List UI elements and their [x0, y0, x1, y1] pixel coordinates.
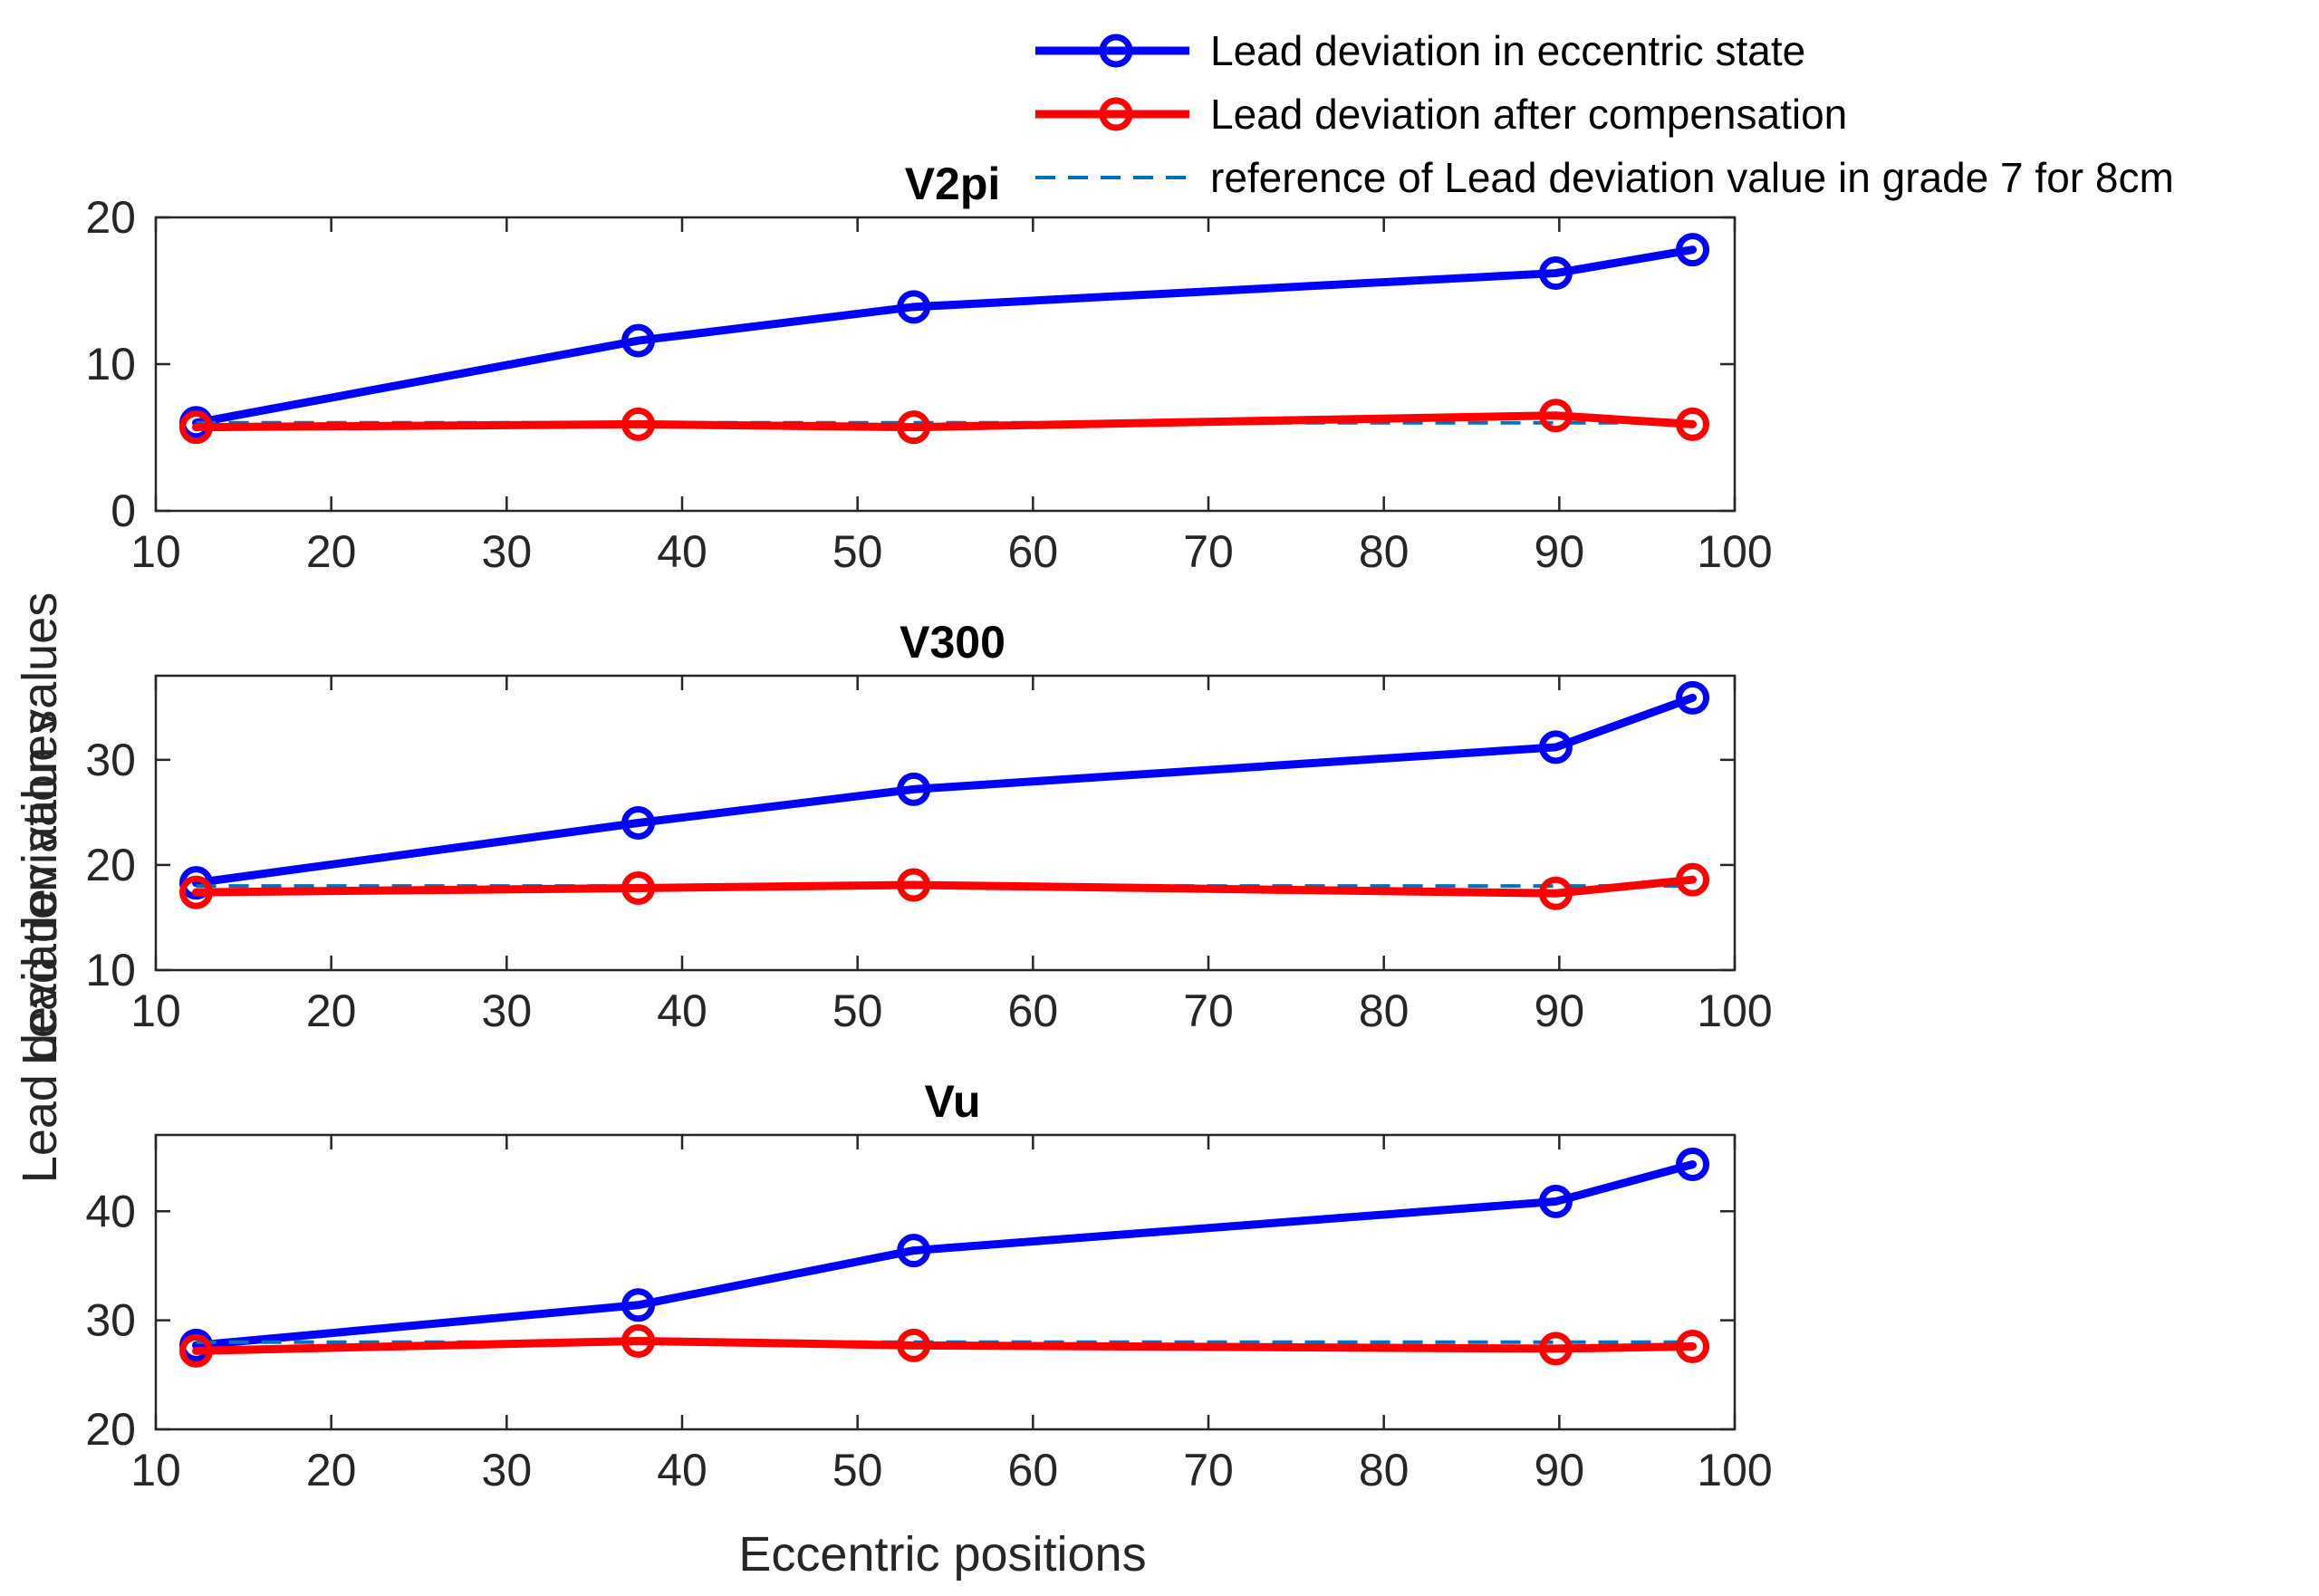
x-tick-label: 40	[657, 985, 707, 1036]
x-tick-label: 50	[832, 985, 883, 1036]
y-tick-label: 40	[85, 1186, 136, 1236]
x-tick-label: 70	[1183, 526, 1234, 577]
data-point-compensated	[1676, 1330, 1710, 1364]
legend-entry-label: Lead deviation after compensation	[1210, 91, 1847, 138]
data-point-compensated	[897, 1328, 931, 1362]
x-tick-label: 20	[306, 526, 357, 577]
data-point-eccentric	[621, 806, 656, 840]
series-line-eccentric	[192, 693, 1698, 888]
x-tick-label: 50	[832, 526, 883, 577]
data-point-compensated	[179, 410, 214, 445]
series-line-compensated	[192, 1337, 1698, 1355]
y-tick-label: 20	[85, 840, 136, 890]
y-axis-label-upper: Lead deviation values	[13, 592, 67, 1065]
data-point-eccentric	[1538, 730, 1573, 764]
x-tick-label: 80	[1359, 526, 1410, 577]
x-axis-label: Eccentric positions	[738, 1527, 1146, 1582]
data-point-compensated	[621, 870, 656, 905]
x-tick-label: 90	[1535, 985, 1585, 1036]
x-tick-label: 60	[1008, 985, 1059, 1036]
data-point-compensated	[1676, 862, 1710, 897]
x-tick-label: 20	[306, 985, 357, 1036]
data-point-compensated	[1538, 876, 1573, 910]
subplot-v300: V300 10 20 30 40 50 60 70 80 90 100 10 20 30	[85, 617, 1772, 1036]
data-point-eccentric	[1676, 1148, 1710, 1181]
data-point-compensated	[897, 868, 931, 902]
legend-marker	[1099, 34, 1133, 68]
x-tick-label: 90	[1535, 1445, 1585, 1495]
data-point-eccentric	[897, 290, 931, 324]
x-tick-label: 90	[1535, 526, 1585, 577]
axes-frame	[154, 1133, 1737, 1431]
x-tick-label: 100	[1697, 526, 1772, 577]
y-axis-label-lower: Lead deviation values	[13, 710, 67, 1183]
data-point-eccentric	[621, 323, 656, 358]
series-line-eccentric	[192, 1160, 1698, 1350]
y-tick-label: 20	[85, 1404, 136, 1455]
x-tick-label: 70	[1183, 985, 1234, 1036]
subplot-title: Vu	[924, 1076, 980, 1127]
legend-entry-label: reference of Lead deviation value in gra…	[1210, 154, 2174, 201]
subplot-title: V2pi	[905, 159, 1001, 209]
data-point-compensated	[621, 1324, 656, 1358]
series-line-compensated	[192, 411, 1698, 432]
data-point-compensated	[1676, 407, 1710, 441]
data-point-compensated	[1538, 1332, 1573, 1366]
data-point-eccentric	[621, 1288, 656, 1322]
x-tick-label: 30	[482, 985, 533, 1036]
y-tick-label: 20	[85, 192, 136, 243]
data-point-compensated	[179, 1333, 214, 1368]
x-tick-label: 100	[1697, 1445, 1772, 1495]
x-tick-label: 100	[1697, 985, 1772, 1036]
data-point-compensated	[897, 410, 931, 445]
y-tick-label: 30	[85, 1295, 136, 1346]
series-line-compensated	[192, 875, 1698, 898]
x-tick-label: 30	[482, 1445, 533, 1495]
data-point-compensated	[621, 407, 656, 441]
x-tick-label: 50	[832, 1445, 883, 1495]
data-point-eccentric	[1676, 233, 1710, 267]
axes-frame	[154, 674, 1737, 972]
x-tick-label: 80	[1359, 985, 1410, 1036]
x-tick-label: 70	[1183, 1445, 1234, 1495]
series-line-eccentric	[192, 245, 1698, 428]
x-tick-label: 80	[1359, 1445, 1410, 1495]
x-tick-label: 60	[1008, 526, 1059, 577]
axes-frame	[154, 216, 1737, 513]
x-tick-label: 10	[130, 1445, 181, 1495]
y-tick-label: 0	[111, 486, 136, 536]
y-tick-label: 10	[85, 945, 136, 995]
data-point-compensated	[1538, 399, 1573, 433]
x-tick-label: 60	[1008, 1445, 1059, 1495]
legend: Lead deviation in eccentric state Lead de…	[1035, 27, 2174, 201]
x-tick-label: 40	[657, 526, 707, 577]
x-tick-label: 10	[130, 526, 181, 577]
data-point-eccentric	[1538, 256, 1573, 291]
y-tick-label: 30	[85, 735, 136, 785]
legend-entry-label: Lead deviation in eccentric state	[1210, 27, 1805, 74]
data-point-eccentric	[1538, 1184, 1573, 1218]
data-point-eccentric	[897, 1234, 931, 1268]
x-tick-label: 10	[130, 985, 181, 1036]
data-point-eccentric	[897, 772, 931, 806]
subplot-title: V300	[900, 617, 1006, 668]
x-tick-label: 30	[482, 526, 533, 577]
legend-marker	[1099, 97, 1133, 131]
data-point-compensated	[179, 875, 214, 909]
y-tick-label: 10	[85, 339, 136, 389]
data-point-eccentric	[1676, 680, 1710, 715]
x-tick-label: 40	[657, 1445, 707, 1495]
x-tick-label: 20	[306, 1445, 357, 1495]
